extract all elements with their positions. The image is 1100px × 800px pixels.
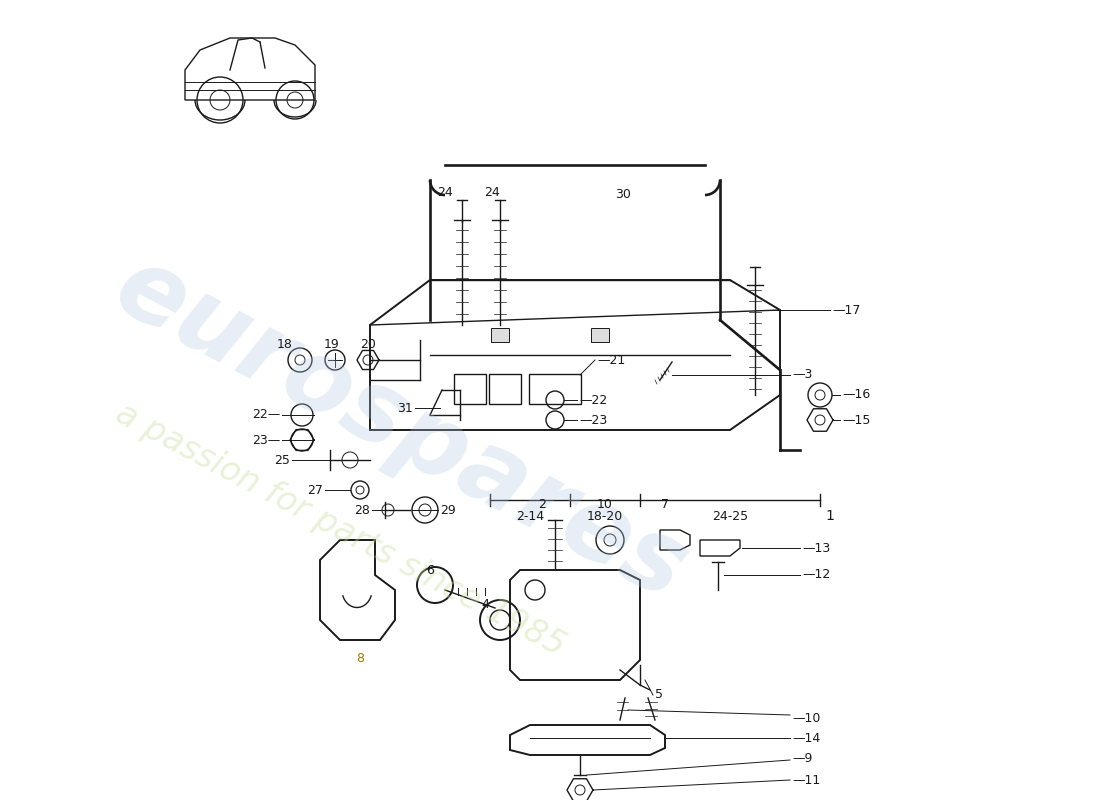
Text: 19: 19 xyxy=(324,338,340,351)
Text: 20: 20 xyxy=(360,338,376,351)
Text: —17: —17 xyxy=(832,303,860,317)
Text: 24: 24 xyxy=(437,186,453,198)
Text: eurospares: eurospares xyxy=(98,238,702,622)
Text: 2: 2 xyxy=(538,498,546,511)
Text: —13: —13 xyxy=(802,542,830,554)
Text: 18: 18 xyxy=(277,338,293,351)
Text: —3: —3 xyxy=(792,369,813,382)
Text: —23: —23 xyxy=(579,414,607,426)
Text: 24-25: 24-25 xyxy=(712,510,748,523)
Text: —21: —21 xyxy=(597,354,625,366)
Text: —15: —15 xyxy=(842,414,870,426)
Text: 23—: 23— xyxy=(252,434,280,446)
Text: 6: 6 xyxy=(426,563,433,577)
Text: 2-14: 2-14 xyxy=(516,510,544,523)
Text: a passion for parts since 1985: a passion for parts since 1985 xyxy=(110,397,570,663)
Text: —14: —14 xyxy=(792,731,821,745)
FancyBboxPatch shape xyxy=(591,328,609,342)
Text: 22—: 22— xyxy=(252,409,280,422)
Text: —22: —22 xyxy=(579,394,607,406)
Text: —10: —10 xyxy=(792,711,821,725)
Text: 30: 30 xyxy=(615,189,631,202)
Text: —12: —12 xyxy=(802,569,830,582)
Text: 8: 8 xyxy=(356,651,364,665)
Text: 31: 31 xyxy=(397,402,412,414)
Text: 7: 7 xyxy=(661,498,669,511)
Text: 10: 10 xyxy=(597,498,613,511)
Text: 24: 24 xyxy=(484,186,499,198)
Text: 4: 4 xyxy=(481,598,488,611)
Text: 25: 25 xyxy=(274,454,290,466)
Text: 5: 5 xyxy=(654,689,663,702)
Text: 1: 1 xyxy=(826,509,835,523)
Text: 28: 28 xyxy=(354,503,370,517)
Text: —9: —9 xyxy=(792,751,813,765)
FancyBboxPatch shape xyxy=(491,328,509,342)
Text: 27: 27 xyxy=(307,483,323,497)
Text: —16: —16 xyxy=(842,389,870,402)
Text: —11: —11 xyxy=(792,774,821,786)
Text: 29: 29 xyxy=(440,503,455,517)
Text: 18-20: 18-20 xyxy=(587,510,623,523)
